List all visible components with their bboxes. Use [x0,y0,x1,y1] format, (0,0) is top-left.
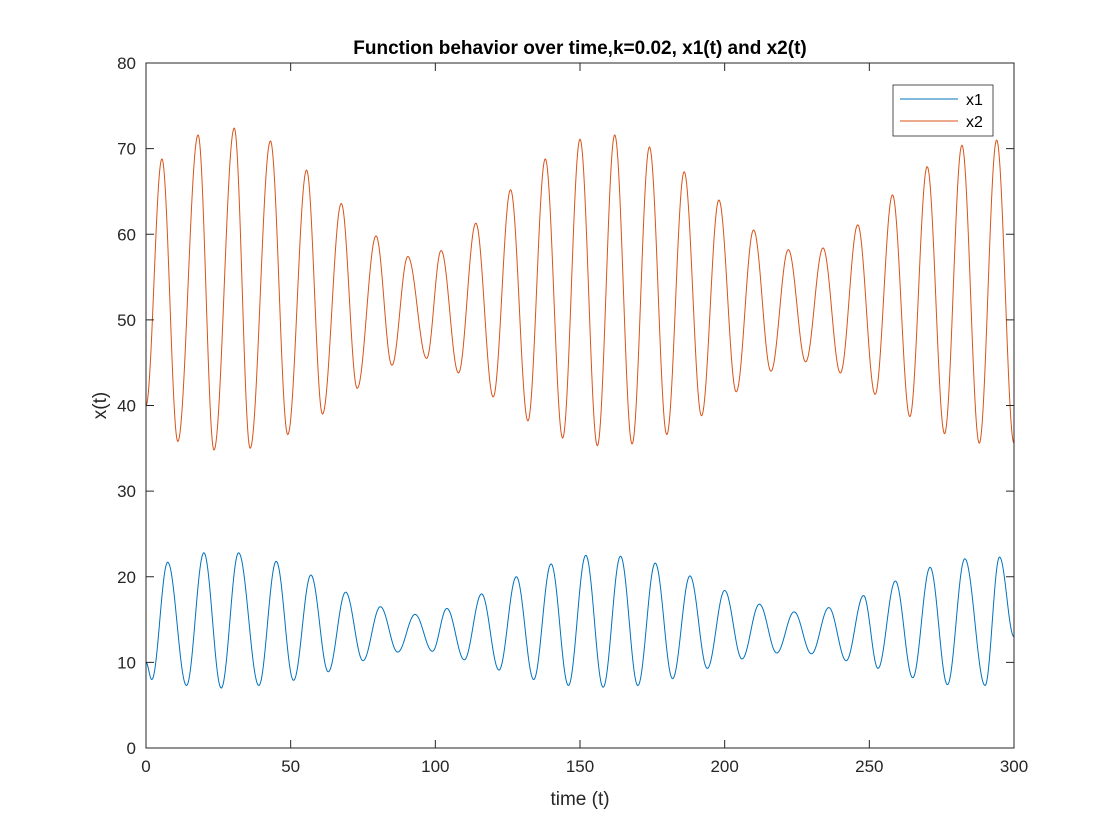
x-tick-label: 0 [141,757,150,776]
legend-label-x2: x2 [966,114,983,131]
y-tick-label: 30 [117,482,136,501]
y-axis-label: x(t) [90,392,111,419]
y-tick-label: 50 [117,311,136,330]
y-tick-label: 70 [117,140,136,159]
plot-area [146,63,1014,748]
x-tick-label: 100 [421,757,449,776]
x-axis-label: time (t) [550,789,609,810]
series-line-x2 [145,127,1015,451]
y-tick-label: 40 [117,397,136,416]
series-line-x1 [145,552,1015,689]
legend[interactable]: x1 x2 [892,84,994,137]
y-tick-label: 10 [117,653,136,672]
y-tick-label: 80 [117,54,136,73]
y-tick-label: 0 [127,739,136,758]
legend-box [892,84,994,137]
chart-title: Function behavior over time,k=0.02, x1(t… [353,38,806,59]
series-layer [145,127,1015,689]
y-tick-label: 20 [117,568,136,587]
x-tick-label: 300 [1000,757,1028,776]
x-tick-label: 50 [281,757,300,776]
legend-label-x1: x1 [966,92,983,109]
y-tick-label: 60 [117,225,136,244]
x-tick-label: 250 [855,757,883,776]
x-tick-label: 150 [566,757,594,776]
x-tick-label: 200 [710,757,738,776]
ticks-layer: 0 50 100 150 200 250 300 0 10 20 30 40 50 60 70 80 [117,54,1028,776]
